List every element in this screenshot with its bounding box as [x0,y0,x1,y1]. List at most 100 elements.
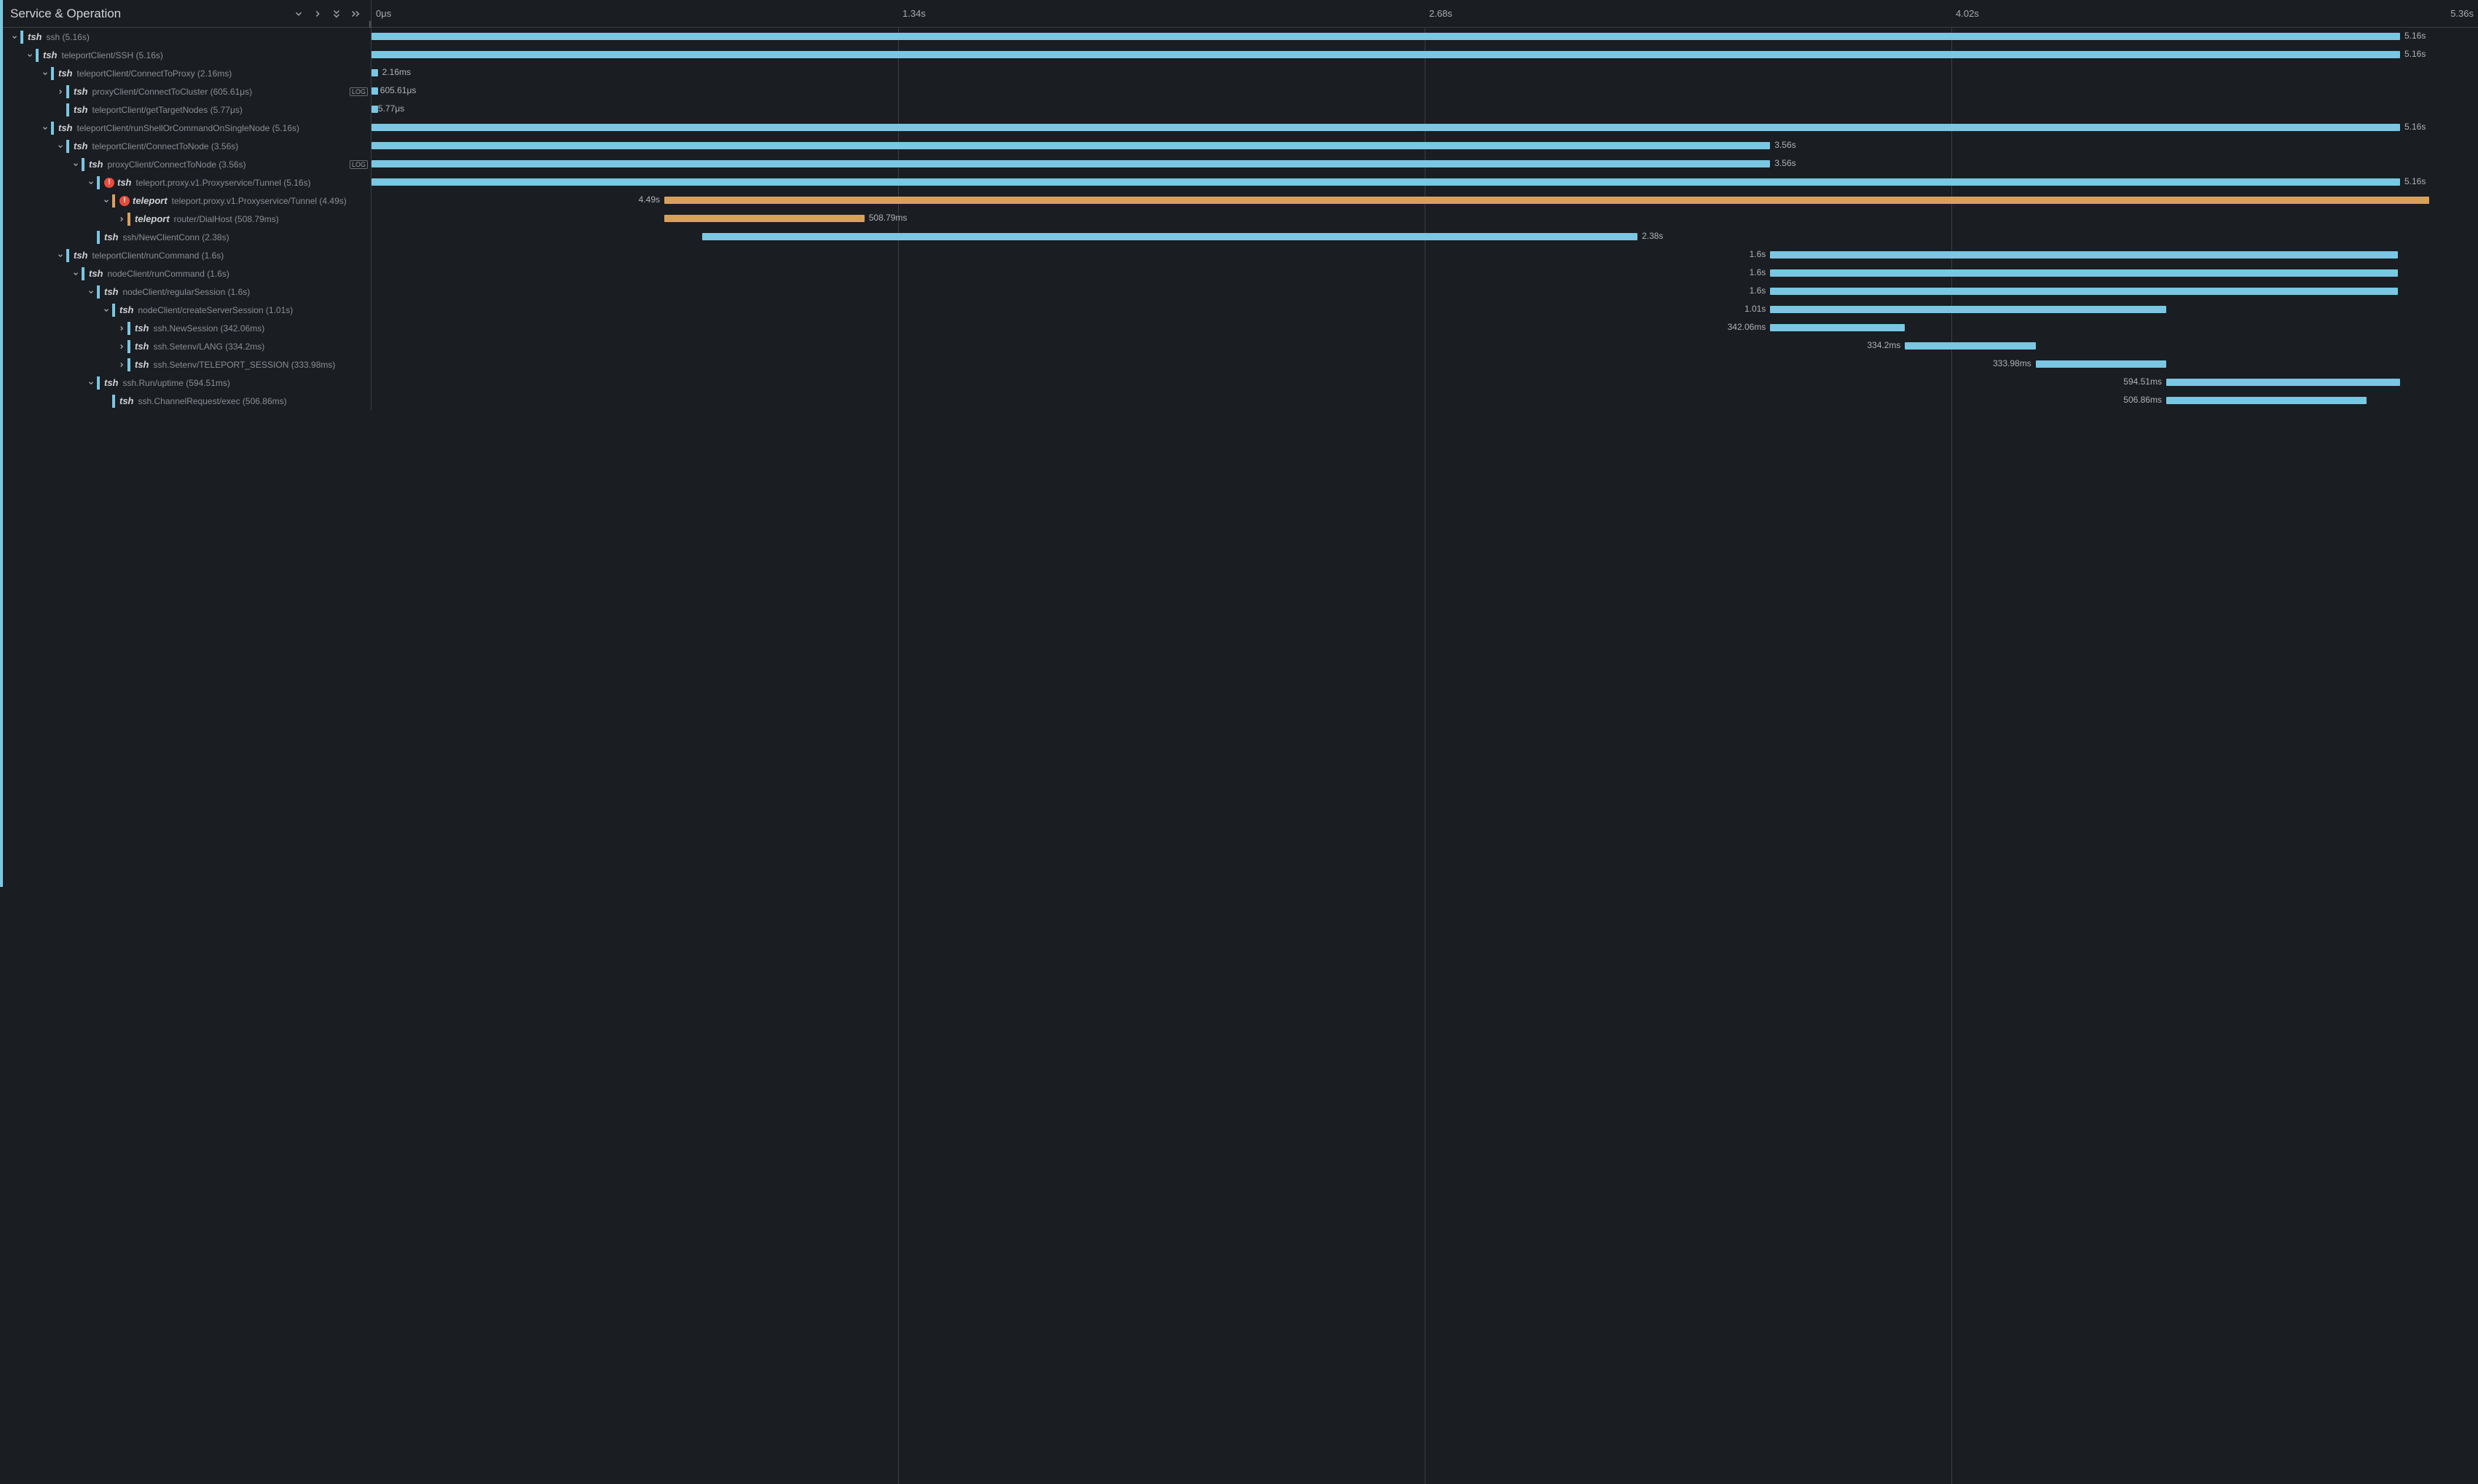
span-bar[interactable] [371,106,378,113]
span-row[interactable]: tshssh (5.16s)5.16s [0,28,2478,46]
span-row[interactable]: tshnodeClient/regularSession (1.6s)1.6s [0,283,2478,301]
span-row[interactable]: tshteleportClient/ConnectToNode (3.56s)3… [0,137,2478,155]
span-bar[interactable] [371,33,2400,40]
span-row[interactable]: tshteleportClient/ConnectToProxy (2.16ms… [0,64,2478,82]
operation-name: router/DialHost (508.79ms) [174,214,279,224]
collapse-icon[interactable] [70,270,82,277]
collapse-icon[interactable] [101,197,112,205]
service-name: tsh [74,250,88,261]
service-name: tsh [117,177,132,188]
span-row[interactable]: tshssh.Setenv/LANG (334.2ms)334.2ms [0,337,2478,355]
span-duration-label: 1.6s [1750,285,1766,296]
span-row[interactable]: tshproxyClient/ConnectToCluster (605.61μ… [0,82,2478,100]
span-row[interactable]: tshteleportClient/getTargetNodes (5.77μs… [0,100,2478,119]
span-bar[interactable] [664,197,2429,204]
error-icon: ! [119,196,130,206]
collapse-icon[interactable] [39,70,51,77]
span-bar[interactable] [1770,251,2398,258]
span-duration-label: 2.16ms [382,67,411,77]
span-row[interactable]: tshnodeClient/runCommand (1.6s)1.6s [0,264,2478,283]
span-bar[interactable] [2036,360,2166,368]
span-row[interactable]: tshteleportClient/runShellOrCommandOnSin… [0,119,2478,137]
timeline-tick: 0μs [376,0,391,27]
collapse-icon[interactable] [70,161,82,168]
service-color-marker [97,231,100,244]
span-bar[interactable] [1770,269,2398,277]
span-duration-label: 5.16s [2404,122,2426,132]
span-bar[interactable] [2166,397,2367,404]
span-bar[interactable] [2166,379,2400,386]
expand-icon[interactable] [55,88,66,95]
span-bar[interactable] [1905,342,2035,350]
span-bar[interactable] [702,233,1637,240]
span-bar[interactable] [1770,306,2166,313]
span-bar[interactable] [371,69,378,76]
span-bar[interactable] [371,124,2400,131]
span-row[interactable]: teleportrouter/DialHost (508.79ms)508.79… [0,210,2478,228]
expand-icon[interactable] [116,325,127,332]
expand-icon[interactable] [116,343,127,350]
collapse-icon[interactable] [85,379,97,387]
span-row[interactable]: tshteleportClient/SSH (5.16s)5.16s [0,46,2478,64]
timeline-axis: 0μs1.34s2.68s4.02s5.36s [371,0,2478,27]
span-bar[interactable] [664,215,865,222]
span-bar[interactable] [371,142,1770,149]
span-duration-label: 594.51ms [2123,376,2162,387]
collapse-icon[interactable] [101,307,112,314]
chevron-down-icon[interactable] [294,9,304,19]
span-row[interactable]: !tshteleport.proxy.v1.Proxyservice/Tunne… [0,173,2478,192]
collapse-icon[interactable] [55,143,66,150]
span-row[interactable]: tsh ssh.Run/uptime (594.51ms) 594.51ms [0,374,2478,392]
span-bar[interactable] [1770,324,1905,331]
chevron-right-icon[interactable] [312,9,323,19]
span-bar[interactable] [371,178,2400,186]
operation-name: teleport.proxy.v1.Proxyservice/Tunnel (4… [172,196,347,206]
operation-name: ssh (5.16s) [47,32,90,42]
service-name: tsh [119,304,134,315]
span-row[interactable]: tshssh.ChannelRequest/exec (506.86ms)506… [0,392,2478,410]
service-name: tsh [104,377,119,388]
span-row[interactable]: tshproxyClient/ConnectToNode (3.56s)LOG3… [0,155,2478,173]
log-icon[interactable]: LOG [350,87,368,96]
double-chevron-down-icon[interactable] [331,9,342,19]
service-color-marker [127,213,130,226]
span-duration-label: 334.2ms [1867,340,1900,350]
column-resize-handle[interactable]: || [369,20,371,28]
collapse-icon[interactable] [39,125,51,132]
span-duration-label: 333.98ms [1993,358,2031,368]
span-duration-label: 605.61μs [380,85,417,95]
span-duration-label: 5.77μs [378,103,404,114]
collapse-icon[interactable] [85,288,97,296]
span-row[interactable]: !teleportteleport.proxy.v1.Proxyservice/… [0,192,2478,210]
span-bar[interactable] [371,87,378,95]
double-chevron-right-icon[interactable] [350,9,361,19]
operation-name: ssh.Setenv/TELEPORT_SESSION (333.98ms) [154,360,336,370]
log-icon[interactable]: LOG [350,160,368,169]
span-bar[interactable] [371,51,2400,58]
service-color-marker [66,103,69,117]
service-color-marker [127,322,130,335]
service-color-marker [82,267,84,280]
expand-icon[interactable] [116,216,127,223]
service-color-marker [97,376,100,390]
span-row[interactable]: tshssh/NewClientConn (2.38s)2.38s [0,228,2478,246]
span-row[interactable]: tshssh.Setenv/TELEPORT_SESSION (333.98ms… [0,355,2478,374]
collapse-icon[interactable] [55,252,66,259]
span-bar[interactable] [371,160,1770,167]
expand-icon[interactable] [116,361,127,368]
span-row[interactable]: tshteleportClient/runCommand (1.6s)1.6s [0,246,2478,264]
span-duration-label: 1.6s [1750,267,1766,277]
service-color-marker [112,395,115,408]
collapse-icon[interactable] [85,179,97,186]
operation-name: ssh.Run/uptime (594.51ms) [123,378,230,388]
collapse-icon[interactable] [24,52,36,59]
span-row[interactable]: tshssh.NewSession (342.06ms)342.06ms [0,319,2478,337]
service-name: tsh [58,68,73,79]
collapse-icon[interactable] [9,33,20,41]
span-bar[interactable] [1770,288,2398,295]
span-row[interactable]: tshnodeClient/createServerSession (1.01s… [0,301,2478,319]
service-color-marker [112,194,115,208]
operation-name: teleportClient/getTargetNodes (5.77μs) [93,105,243,115]
service-name: tsh [104,232,119,242]
timeline-tick: 2.68s [1429,0,1452,27]
